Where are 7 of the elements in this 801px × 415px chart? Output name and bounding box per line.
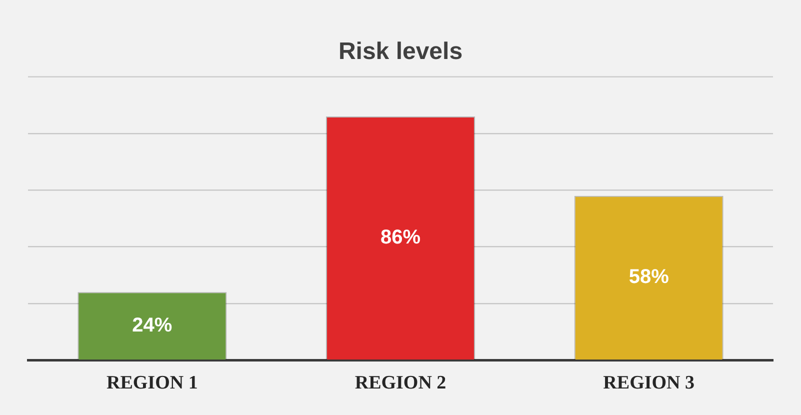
chart-title: Risk levels	[338, 38, 463, 66]
data-label: 86%	[380, 226, 421, 249]
x-tick-label: REGION 1	[106, 372, 198, 394]
data-label: 24%	[132, 314, 172, 336]
data-label: 58%	[628, 266, 670, 288]
x-tick-label: REGION 2	[354, 372, 446, 394]
x-tick-label: REGION 3	[603, 372, 694, 394]
